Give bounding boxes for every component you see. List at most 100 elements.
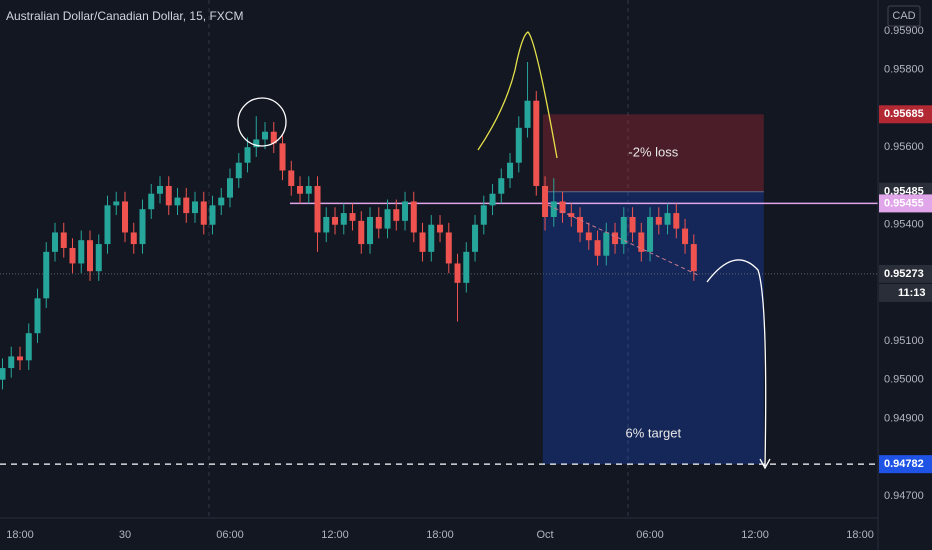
candle-body bbox=[647, 216, 654, 252]
candles bbox=[0, 61, 697, 390]
target-label: 6% target bbox=[625, 426, 681, 441]
x-tick-label: 18:00 bbox=[6, 529, 34, 541]
candle-body bbox=[288, 170, 295, 186]
candle-body bbox=[437, 224, 444, 233]
candle-body bbox=[253, 139, 260, 148]
curve-drawing bbox=[477, 31, 558, 159]
x-tick-label: 06:00 bbox=[216, 529, 244, 541]
candle-body bbox=[690, 244, 697, 272]
candle-body bbox=[16, 356, 23, 361]
target-zone bbox=[542, 191, 764, 465]
candle-body bbox=[367, 216, 374, 245]
candle-body bbox=[25, 333, 32, 361]
candle-body bbox=[227, 178, 234, 198]
candle-body bbox=[0, 368, 6, 380]
candle-body bbox=[323, 216, 330, 233]
candle-body bbox=[8, 356, 15, 369]
candle-body bbox=[218, 197, 225, 206]
candle-body bbox=[130, 232, 137, 245]
candle-body bbox=[620, 216, 627, 245]
candle-body bbox=[200, 201, 207, 225]
x-tick-label: 12:00 bbox=[741, 529, 769, 541]
candle-body bbox=[375, 216, 382, 229]
candle-body bbox=[165, 185, 172, 206]
candle-body bbox=[340, 213, 347, 225]
arrow-drawing bbox=[706, 259, 771, 470]
price-label: 0.95273 bbox=[884, 268, 924, 280]
candle-body bbox=[78, 240, 85, 264]
y-tick-label: 0.95900 bbox=[884, 25, 924, 37]
candle-body bbox=[489, 193, 496, 206]
price-label-box bbox=[879, 194, 932, 213]
candle-body bbox=[402, 201, 409, 221]
candle-body bbox=[192, 201, 199, 214]
candle-body bbox=[664, 213, 671, 225]
stop-label: -2% loss bbox=[628, 144, 678, 159]
candle-body bbox=[568, 213, 575, 217]
candle-body bbox=[349, 213, 356, 221]
candle-body bbox=[113, 201, 120, 206]
y-tick-label: 0.95600 bbox=[884, 141, 924, 153]
countdown: 11:13 bbox=[898, 287, 926, 299]
price-label-box bbox=[879, 264, 932, 283]
candle-body bbox=[60, 232, 67, 248]
candle-body bbox=[507, 162, 514, 179]
candle-body bbox=[34, 298, 41, 334]
candle-body bbox=[209, 205, 216, 225]
x-tick-label: Oct bbox=[536, 529, 553, 541]
y-tick-label: 0.95400 bbox=[884, 219, 924, 231]
candle-body bbox=[139, 209, 146, 245]
candle-body bbox=[524, 100, 531, 128]
x-tick-label: 06:00 bbox=[636, 529, 664, 541]
candle-body bbox=[682, 228, 689, 245]
x-tick-label: 18:00 bbox=[426, 529, 454, 541]
candle-body bbox=[332, 216, 339, 225]
candle-body bbox=[279, 143, 286, 171]
currency: CAD bbox=[892, 10, 915, 22]
countdown-box bbox=[879, 283, 932, 302]
candle-body bbox=[559, 201, 566, 214]
candle-body bbox=[43, 251, 50, 299]
price-label: 0.94782 bbox=[884, 458, 924, 470]
candle-body bbox=[445, 232, 452, 264]
candle-body bbox=[585, 232, 592, 241]
candle-body bbox=[104, 205, 111, 245]
candle-body bbox=[673, 213, 680, 229]
axes: 0.95900 0.95800 0.95600 0.95400 0.95100 0.950… bbox=[6, 0, 932, 550]
circle-drawing bbox=[237, 97, 287, 147]
candle-body bbox=[122, 201, 129, 233]
candle-body bbox=[262, 131, 269, 140]
candle-body bbox=[157, 185, 164, 194]
candle-body bbox=[533, 100, 540, 186]
candle-body bbox=[480, 205, 487, 225]
candle-body bbox=[384, 209, 391, 229]
candle-body bbox=[358, 220, 365, 245]
y-tick-label: 0.95000 bbox=[884, 374, 924, 386]
candle-body bbox=[638, 232, 645, 252]
candle-body bbox=[498, 178, 505, 194]
candle-body bbox=[603, 232, 610, 256]
y-tick-label: 0.95800 bbox=[884, 64, 924, 76]
candle-body bbox=[612, 232, 619, 245]
candle-body bbox=[95, 244, 102, 272]
candle-body bbox=[69, 247, 76, 264]
candle-body bbox=[542, 185, 549, 217]
y-tick-label: 0.94900 bbox=[884, 412, 924, 424]
candle-body bbox=[419, 232, 426, 252]
currency-box bbox=[887, 5, 921, 27]
candle-body bbox=[87, 240, 94, 272]
stop-zone bbox=[542, 114, 764, 192]
candle-body bbox=[655, 216, 662, 225]
chart-title: Australian Dollar/Canadian Dollar, 15, F… bbox=[6, 9, 243, 23]
candle-body bbox=[550, 201, 557, 217]
x-tick-label: 12:00 bbox=[321, 529, 349, 541]
candle-body bbox=[393, 209, 400, 221]
candle-body bbox=[148, 193, 155, 210]
price-label-box bbox=[879, 455, 932, 474]
y-tick-label: 0.95100 bbox=[884, 335, 924, 347]
candle-body bbox=[314, 185, 321, 233]
candle-body bbox=[428, 224, 435, 252]
candle-body bbox=[515, 127, 522, 163]
candle-body bbox=[297, 185, 304, 194]
price-label: 0.95685 bbox=[884, 108, 924, 120]
